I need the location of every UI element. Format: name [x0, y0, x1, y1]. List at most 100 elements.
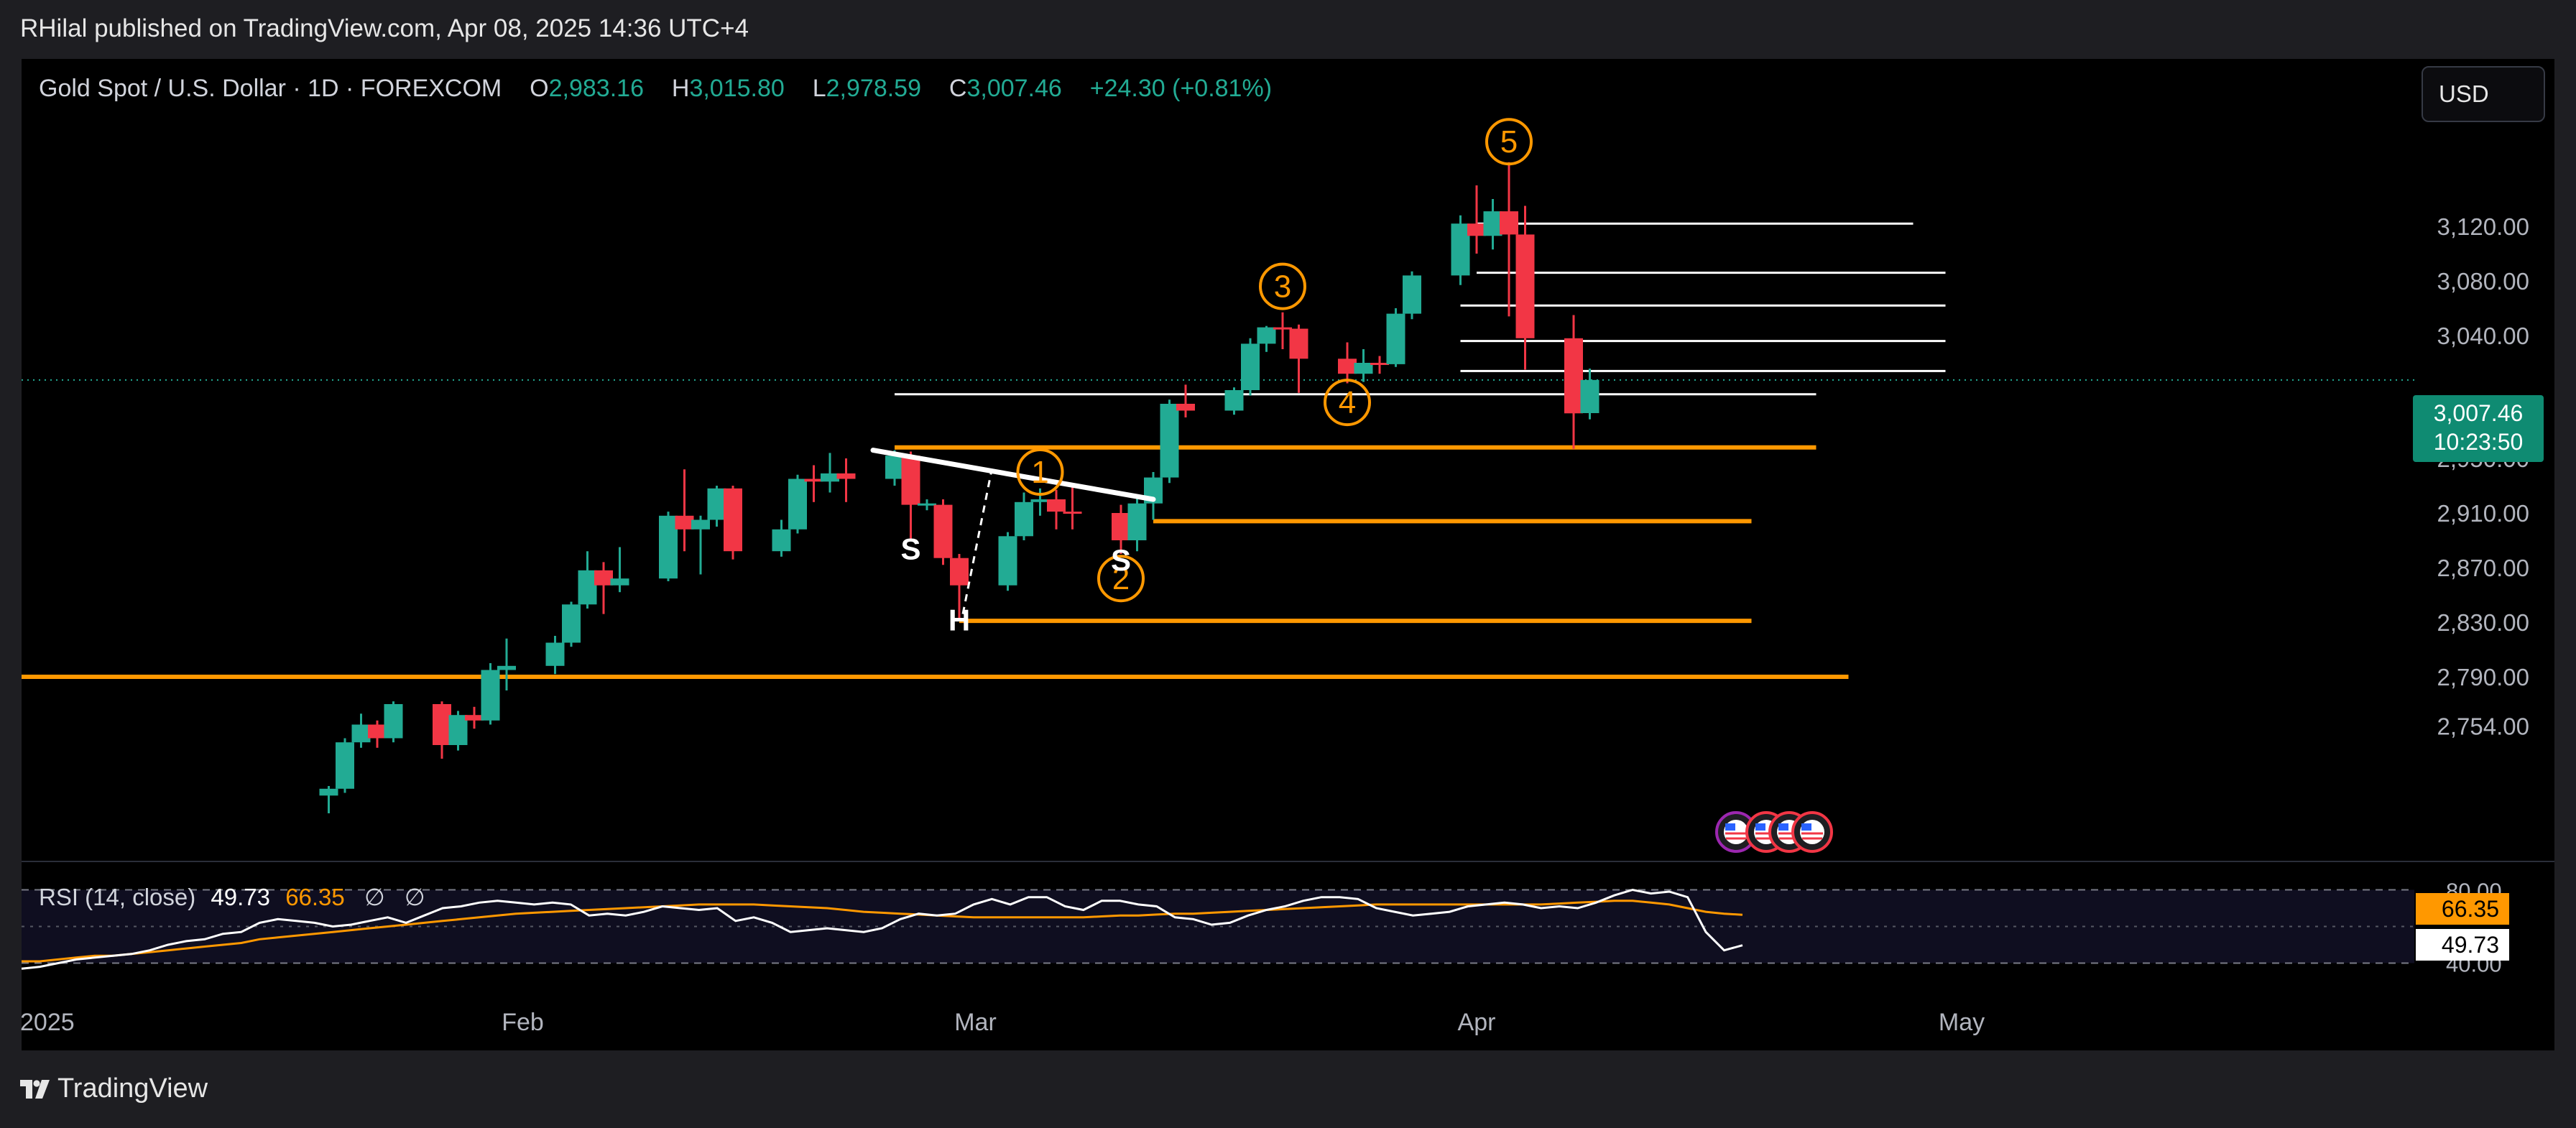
price-tick-label: 2,790.00	[2437, 664, 2529, 690]
dashed-projection-line	[961, 471, 992, 614]
wave-label: 3	[1274, 269, 1291, 305]
candle-body	[1273, 327, 1292, 330]
candle-body	[1580, 379, 1599, 413]
candle-body	[772, 529, 791, 552]
last-price-value: 3,007.46	[2433, 400, 2524, 426]
time-axis-label: May	[1939, 1009, 1985, 1036]
candle-body	[1030, 499, 1050, 502]
wave-label-circle	[1485, 118, 1533, 166]
wave-label: 5	[1500, 124, 1518, 160]
candle-body	[836, 473, 856, 479]
rsi-extra-2: ∅	[404, 884, 425, 910]
price-tick-label: 2,830.00	[2437, 609, 2529, 636]
pattern-label: H	[948, 603, 970, 637]
event-flag-icon-canton	[1778, 823, 1788, 831]
price-tick-label: 2,910.00	[2437, 500, 2529, 527]
bar-countdown: 10:23:50	[2433, 429, 2524, 455]
candle-body	[1015, 501, 1033, 537]
candle-body	[804, 479, 823, 482]
wave-label: 2	[1112, 561, 1130, 596]
candle-body	[1224, 390, 1244, 411]
rsi-extra-1: ∅	[364, 884, 385, 910]
candle-body	[545, 642, 565, 666]
chart-panel[interactable]	[22, 59, 2554, 1050]
currency-button[interactable]: USD	[2422, 66, 2545, 122]
legend-low-value: 2,978.59	[826, 75, 921, 102]
candle-body	[1257, 327, 1276, 344]
time-axis-label: Feb	[502, 1009, 544, 1036]
price-tick-label: 3,080.00	[2437, 268, 2529, 295]
candle-body	[448, 715, 468, 745]
time-axis-label: 2025	[20, 1009, 75, 1036]
candle-body	[1241, 343, 1260, 390]
candle-body	[368, 724, 387, 739]
candle-body	[885, 456, 904, 479]
candle-body	[1289, 328, 1308, 359]
candle-body	[1160, 404, 1179, 478]
candle-body	[901, 456, 920, 505]
legend-high-label: H	[671, 75, 690, 102]
candle-body	[675, 515, 694, 530]
candle-body	[1354, 363, 1373, 374]
candle-body	[1176, 404, 1195, 411]
footer	[0, 1050, 2576, 1128]
legend-close-label: C	[948, 75, 967, 102]
candle-body	[788, 479, 807, 530]
price-tick-label: 2,754.00	[2437, 713, 2529, 739]
candle-body	[724, 488, 742, 552]
candle-body	[610, 578, 629, 586]
candle-body	[1047, 499, 1066, 512]
wave-label-circle	[1324, 379, 1371, 427]
wave-label-circle	[1259, 262, 1306, 310]
candle-body	[336, 742, 354, 789]
candle-body	[481, 670, 500, 721]
candle-body	[1483, 211, 1502, 236]
tradingview-logo[interactable]: TradingView	[20, 1073, 208, 1104]
candle-body	[1063, 512, 1082, 514]
price-tick-label: 3,040.00	[2437, 323, 2529, 349]
candle-body	[1451, 223, 1470, 276]
time-axis-label: Mar	[954, 1009, 997, 1036]
candle-body	[319, 788, 338, 796]
legend-symbol: Gold Spot / U.S. Dollar · 1D · FOREXCOM	[39, 75, 502, 102]
legend-high-value: 3,015.80	[689, 75, 785, 102]
candle-body	[465, 715, 484, 721]
pattern-label: S	[1111, 543, 1131, 577]
tradingview-logo-icon	[20, 1079, 50, 1099]
candle-body	[578, 570, 597, 605]
rsi-ma-value: 66.35	[285, 884, 345, 910]
rsi-value-tag: 49.73	[2416, 929, 2509, 961]
chart-legend: Gold Spot / U.S. Dollar · 1D · FOREXCOM …	[39, 75, 1272, 103]
last-price-tag: 3,007.46 10:23:50	[2413, 395, 2544, 462]
candle-body	[1403, 275, 1421, 314]
candle-body	[1564, 338, 1583, 414]
event-flag-icon-canton	[1801, 823, 1811, 831]
candle-body	[1370, 363, 1389, 365]
wave-label-circle	[1097, 555, 1145, 603]
candle-body	[1127, 503, 1147, 540]
candle-body	[659, 515, 678, 579]
legend-open-label: O	[530, 75, 549, 102]
candle-body	[933, 504, 953, 558]
legend-open-value: 2,983.16	[548, 75, 644, 102]
time-axis-label: Apr	[1458, 1009, 1496, 1036]
rsi-legend: RSI (14, close) 49.73 66.35 ∅ ∅	[39, 883, 425, 911]
rsi-ma-line	[22, 900, 1743, 963]
candle-body	[707, 488, 726, 520]
candle-body	[1467, 223, 1486, 236]
event-flag-icon-canton	[1725, 823, 1735, 831]
rsi-ma-tag: 66.35	[2416, 893, 2509, 925]
wave-label: 1	[1031, 455, 1048, 490]
price-tick-label: 2,870.00	[2437, 555, 2529, 581]
candle-body	[562, 604, 581, 643]
legend-low-label: L	[812, 75, 826, 102]
legend-change: +24.30 (+0.81%)	[1089, 75, 1273, 102]
event-flag-icon-canton	[1755, 823, 1765, 831]
candle-body	[1386, 313, 1405, 364]
rsi-value: 49.73	[211, 884, 271, 910]
rsi-label: RSI (14, close)	[39, 884, 196, 910]
candle-body	[1112, 513, 1130, 540]
candle-body	[1515, 234, 1535, 338]
candle-body	[497, 665, 516, 670]
